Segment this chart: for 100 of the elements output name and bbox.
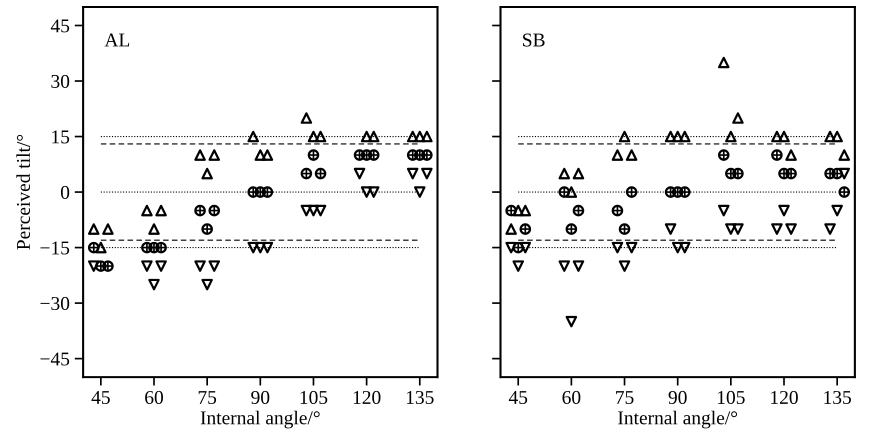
- point: [505, 242, 517, 254]
- point: [308, 130, 320, 142]
- point: [566, 223, 578, 235]
- x-tick-label: 45: [92, 391, 110, 404]
- point: [566, 316, 578, 328]
- point: [626, 149, 638, 161]
- point: [838, 186, 850, 198]
- point: [679, 242, 691, 254]
- point: [360, 130, 372, 142]
- point: [612, 204, 624, 216]
- point: [718, 149, 730, 161]
- point: [512, 204, 524, 216]
- point: [505, 223, 517, 235]
- point: [718, 204, 730, 216]
- point: [308, 149, 320, 161]
- point: [201, 168, 213, 180]
- point: [300, 112, 312, 124]
- point: [368, 130, 380, 142]
- point: [406, 130, 418, 142]
- point: [664, 223, 676, 235]
- point: [771, 130, 783, 142]
- x-axis-title: Internal angle/°: [618, 410, 738, 428]
- point: [208, 260, 220, 272]
- point: [201, 278, 213, 290]
- point: [718, 56, 730, 68]
- point: [520, 242, 532, 254]
- point: [88, 242, 100, 254]
- y-tick-label: −15: [40, 241, 70, 255]
- point: [414, 186, 426, 198]
- point: [262, 242, 274, 254]
- annotation: AL: [104, 34, 130, 46]
- point: [194, 260, 206, 272]
- point: [314, 204, 326, 216]
- y-tick-label: −30: [40, 296, 70, 310]
- point: [626, 186, 638, 198]
- x-tick-label: 120: [771, 390, 798, 404]
- point: [148, 223, 160, 235]
- point: [155, 260, 167, 272]
- point: [612, 149, 624, 161]
- point: [612, 242, 624, 254]
- point: [572, 168, 584, 180]
- point: [831, 204, 843, 216]
- y-tick-label: 0: [60, 186, 70, 199]
- point: [102, 223, 114, 235]
- point: [785, 223, 797, 235]
- point: [194, 204, 206, 216]
- point: [314, 130, 326, 142]
- y-tick-label: 45: [50, 19, 70, 32]
- point: [300, 168, 312, 180]
- point: [141, 204, 153, 216]
- y-tick-label: 30: [51, 74, 70, 88]
- point: [732, 112, 744, 124]
- point: [421, 168, 433, 180]
- x-tick-label: 135: [406, 390, 434, 404]
- point: [831, 130, 843, 142]
- point: [262, 149, 274, 161]
- annotation: SB: [523, 34, 545, 47]
- point: [785, 149, 797, 161]
- point: [664, 130, 676, 142]
- point: [414, 130, 426, 142]
- point: [247, 242, 259, 254]
- point: [194, 149, 206, 161]
- x-tick-label: 90: [251, 390, 270, 404]
- point: [520, 223, 532, 235]
- point: [368, 186, 380, 198]
- point: [406, 168, 418, 180]
- point: [838, 149, 850, 161]
- x-tick-label: 45: [508, 391, 528, 404]
- x-tick-label: 60: [145, 390, 163, 404]
- point: [300, 204, 312, 216]
- point: [512, 242, 524, 254]
- point: [254, 242, 266, 254]
- point: [421, 130, 433, 142]
- point: [141, 260, 153, 272]
- point: [208, 204, 220, 216]
- point: [778, 130, 790, 142]
- point: [626, 242, 638, 254]
- y-tick-label: 15: [52, 130, 70, 144]
- point: [314, 168, 326, 180]
- point: [505, 204, 517, 216]
- point: [201, 223, 213, 235]
- point: [672, 130, 684, 142]
- point: [88, 260, 100, 272]
- point: [208, 149, 220, 161]
- x-tick-label: 105: [718, 390, 745, 404]
- x-tick-label: 60: [562, 390, 580, 404]
- point: [618, 260, 630, 272]
- x-tick-label: 105: [300, 390, 328, 404]
- point: [618, 223, 630, 235]
- point: [679, 130, 691, 142]
- point: [838, 168, 850, 180]
- point: [360, 186, 372, 198]
- point: [88, 223, 100, 235]
- point: [95, 242, 107, 254]
- point: [824, 130, 836, 142]
- x-tick-label: 135: [824, 390, 851, 404]
- point: [771, 223, 783, 235]
- x-tick-label: 90: [668, 390, 687, 404]
- x-tick-label: 75: [616, 391, 634, 404]
- point: [558, 168, 570, 180]
